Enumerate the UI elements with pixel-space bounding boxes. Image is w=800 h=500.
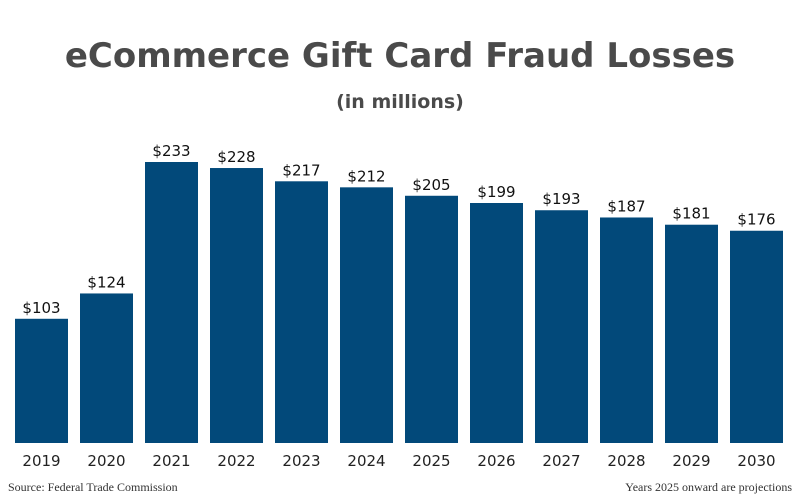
chart-subtitle: (in millions) — [336, 91, 464, 113]
bar-2026 — [470, 203, 523, 443]
bar-2030 — [730, 230, 783, 443]
data-label-2026: $199 — [477, 183, 515, 201]
data-label-2029: $181 — [672, 205, 710, 223]
data-label-2023: $217 — [282, 161, 320, 179]
data-label-2030: $176 — [737, 211, 775, 229]
bar-2027 — [535, 210, 588, 443]
x-tick-label-2029: 2029 — [672, 452, 710, 470]
data-label-2022: $228 — [217, 148, 255, 166]
bar-2022 — [210, 168, 263, 444]
data-label-2025: $205 — [412, 176, 450, 194]
x-tick-label-2019: 2019 — [22, 452, 60, 470]
data-label-2024: $212 — [347, 167, 385, 185]
bar-2021 — [145, 162, 198, 443]
data-label-2021: $233 — [152, 142, 190, 160]
x-tick-label-2022: 2022 — [217, 452, 255, 470]
bar-2020 — [80, 293, 133, 443]
data-label-2027: $193 — [542, 190, 580, 208]
x-tick-label-2024: 2024 — [347, 452, 385, 470]
chart-title: eCommerce Gift Card Fraud Losses — [64, 36, 736, 76]
bar-2028 — [600, 217, 653, 443]
x-tick-label-2028: 2028 — [607, 452, 645, 470]
x-tick-label-2023: 2023 — [282, 452, 320, 470]
bar-2019 — [15, 318, 68, 443]
x-tick-label-2030: 2030 — [737, 452, 775, 470]
data-label-2028: $187 — [607, 197, 645, 215]
source-note: Source: Federal Trade Commission — [8, 480, 178, 494]
data-label-2019: $103 — [22, 299, 60, 317]
bar-2024 — [340, 187, 393, 443]
projection-note: Years 2025 onward are projections — [625, 480, 792, 494]
x-tick-label-2025: 2025 — [412, 452, 450, 470]
x-tick-label-2021: 2021 — [152, 452, 190, 470]
bar-2029 — [665, 224, 718, 443]
x-tick-label-2026: 2026 — [477, 452, 515, 470]
x-tick-label-2020: 2020 — [87, 452, 125, 470]
bar-2025 — [405, 195, 458, 443]
bar-2023 — [275, 181, 328, 443]
data-label-2020: $124 — [87, 273, 125, 291]
x-tick-label-2027: 2027 — [542, 452, 580, 470]
